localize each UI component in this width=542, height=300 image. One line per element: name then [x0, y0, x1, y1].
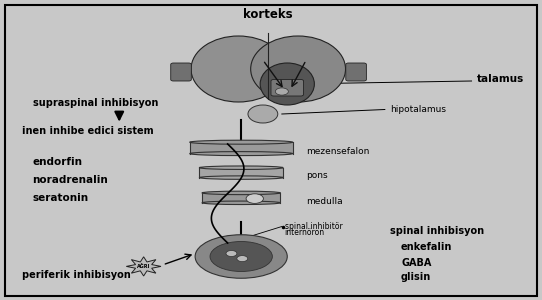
- Text: korteks: korteks: [243, 8, 293, 20]
- FancyBboxPatch shape: [271, 80, 304, 96]
- Text: supraspinal inhibisyon: supraspinal inhibisyon: [33, 98, 158, 109]
- Ellipse shape: [202, 191, 281, 195]
- Ellipse shape: [191, 36, 286, 102]
- FancyBboxPatch shape: [171, 63, 191, 81]
- Ellipse shape: [190, 152, 293, 156]
- Text: internöron: internöron: [285, 228, 325, 237]
- Text: AĞRI: AĞRI: [137, 264, 150, 269]
- Text: mezensefalon: mezensefalon: [306, 147, 370, 156]
- Text: spinal inhibisyon: spinal inhibisyon: [390, 226, 485, 236]
- Text: enkefalin: enkefalin: [401, 242, 453, 253]
- Ellipse shape: [199, 166, 283, 169]
- Ellipse shape: [250, 36, 346, 102]
- Text: noradrenalin: noradrenalin: [33, 175, 108, 185]
- Text: pons: pons: [306, 171, 328, 180]
- Text: hipotalamus: hipotalamus: [390, 105, 446, 114]
- Ellipse shape: [248, 105, 278, 123]
- Ellipse shape: [199, 176, 283, 179]
- Ellipse shape: [190, 140, 293, 144]
- Text: inen inhibe edici sistem: inen inhibe edici sistem: [22, 125, 153, 136]
- Circle shape: [275, 88, 288, 95]
- Ellipse shape: [260, 63, 314, 105]
- Text: medulla: medulla: [306, 196, 343, 206]
- Ellipse shape: [210, 242, 273, 272]
- FancyBboxPatch shape: [199, 168, 283, 178]
- Text: seratonin: seratonin: [33, 193, 89, 203]
- Circle shape: [246, 194, 263, 203]
- Text: glisin: glisin: [401, 272, 431, 283]
- Circle shape: [237, 256, 248, 262]
- Text: endorfin: endorfin: [33, 157, 82, 167]
- FancyBboxPatch shape: [190, 142, 293, 154]
- Circle shape: [226, 250, 237, 256]
- Ellipse shape: [195, 235, 287, 278]
- Ellipse shape: [202, 201, 281, 205]
- Text: talamus: talamus: [477, 74, 524, 85]
- FancyBboxPatch shape: [202, 193, 281, 203]
- Text: GABA: GABA: [401, 257, 431, 268]
- Polygon shape: [126, 257, 161, 276]
- Text: spinal inhibitör: spinal inhibitör: [285, 222, 343, 231]
- FancyBboxPatch shape: [346, 63, 366, 81]
- Text: periferik inhibisyon: periferik inhibisyon: [22, 269, 131, 280]
